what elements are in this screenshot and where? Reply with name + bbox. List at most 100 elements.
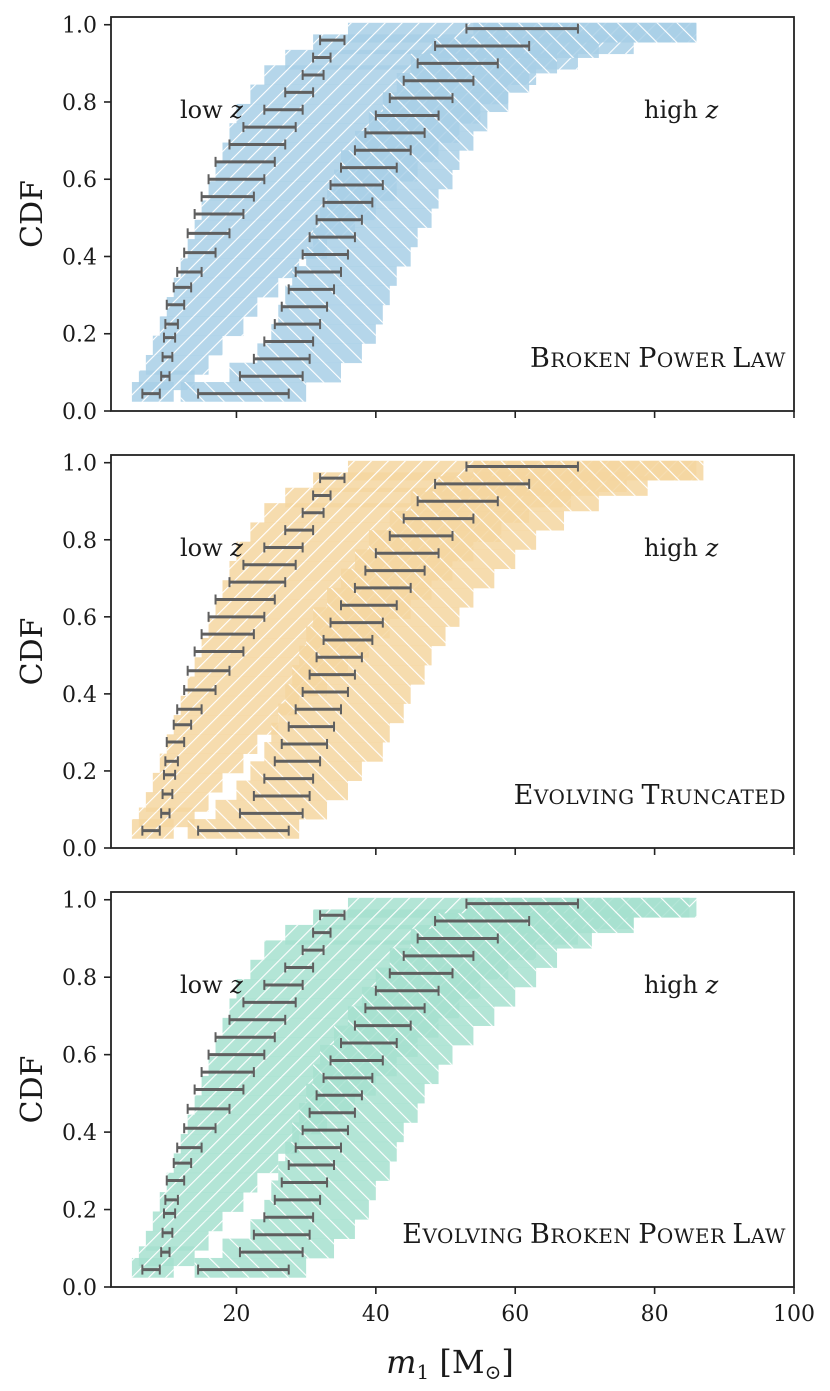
errorbar bbox=[374, 110, 440, 121]
band-hatch bbox=[278, 304, 383, 325]
errorbar bbox=[176, 704, 203, 715]
axes-frame bbox=[110, 454, 795, 849]
high-z-errorbars bbox=[197, 23, 579, 399]
errorbar bbox=[252, 353, 311, 364]
errorbar bbox=[319, 35, 346, 46]
band-hatch bbox=[410, 491, 599, 512]
errorbar bbox=[141, 388, 161, 399]
errorbar bbox=[242, 559, 297, 570]
x-tick-label: 100 bbox=[773, 1302, 815, 1327]
band-hatch bbox=[292, 266, 397, 286]
y-tick-label: 0.6 bbox=[62, 606, 97, 631]
errorbar bbox=[273, 756, 322, 767]
errorbar bbox=[308, 669, 356, 680]
errorbar bbox=[301, 1125, 349, 1136]
errorbar bbox=[301, 69, 325, 80]
errorbar bbox=[176, 1142, 203, 1153]
errorbar bbox=[312, 52, 332, 63]
errorbar bbox=[301, 507, 325, 518]
y-tick-label: 0.2 bbox=[62, 323, 97, 348]
high-z-label: high z bbox=[644, 534, 719, 562]
band-hatch bbox=[340, 568, 495, 589]
plot-area bbox=[131, 460, 704, 839]
y-tick-label: 0.4 bbox=[62, 683, 97, 708]
axes-frame bbox=[110, 891, 795, 1288]
y-tick-label: 0.4 bbox=[62, 1121, 97, 1146]
band-hatch bbox=[145, 1230, 209, 1251]
errorbar bbox=[183, 685, 217, 696]
low-z-label: low z bbox=[180, 971, 243, 999]
errorbar bbox=[402, 513, 475, 524]
band-hatch bbox=[271, 324, 376, 344]
low-z-errorbars bbox=[141, 910, 346, 1275]
errorbar bbox=[284, 525, 315, 536]
errorbar bbox=[294, 704, 342, 715]
errorbar bbox=[416, 496, 499, 507]
y-tick-label: 0.8 bbox=[62, 529, 97, 554]
errorbar bbox=[186, 228, 231, 239]
errorbar bbox=[207, 174, 266, 185]
errorbar bbox=[176, 266, 203, 277]
band-hatch bbox=[194, 1257, 307, 1278]
band-hatch bbox=[431, 913, 634, 934]
y-tick-label: 1.0 bbox=[62, 14, 97, 39]
errorbar bbox=[238, 1247, 304, 1258]
errorbar bbox=[308, 232, 356, 243]
band-hatch bbox=[306, 1083, 425, 1104]
errorbar bbox=[162, 1208, 177, 1219]
band-hatch bbox=[327, 188, 439, 209]
y-tick-label: 0.4 bbox=[62, 245, 97, 270]
panel-1: 0.0 0.2 0.4 0.6 0.8 1.0 CDF low z high z BROKEN P… bbox=[15, 14, 795, 425]
errorbar bbox=[374, 548, 440, 559]
errorbar bbox=[353, 582, 412, 593]
errorbar bbox=[388, 530, 454, 541]
errorbar bbox=[312, 490, 332, 501]
errorbar bbox=[402, 950, 475, 961]
y-tick-label: 0.0 bbox=[62, 1276, 97, 1301]
band-hatch bbox=[375, 967, 537, 988]
high-z-label: high z bbox=[644, 971, 719, 999]
band-hatch bbox=[229, 362, 341, 383]
errorbar bbox=[242, 997, 297, 1008]
band-hatch bbox=[138, 1246, 195, 1267]
band-hatch bbox=[173, 277, 279, 298]
plot-area bbox=[131, 22, 697, 402]
errorbar bbox=[339, 1038, 398, 1049]
band-hatch bbox=[327, 587, 474, 608]
low-z-label: low z bbox=[180, 534, 243, 562]
errorbar bbox=[301, 249, 349, 260]
errorbar bbox=[329, 617, 384, 628]
errorbar bbox=[161, 1227, 174, 1238]
band-hatch bbox=[215, 799, 328, 820]
y-tick-label: 0.8 bbox=[62, 91, 97, 116]
errorbar bbox=[165, 299, 186, 310]
errorbar bbox=[200, 629, 255, 640]
errorbar bbox=[164, 1194, 179, 1205]
errorbar bbox=[165, 737, 186, 748]
band-hatch bbox=[152, 1211, 223, 1232]
errorbar bbox=[197, 825, 290, 836]
y-tick-label: 0.2 bbox=[62, 1199, 97, 1224]
errorbar bbox=[238, 371, 304, 382]
errorbar bbox=[322, 1072, 374, 1083]
band-hatch bbox=[166, 297, 258, 317]
errorbar bbox=[193, 646, 245, 657]
errorbar bbox=[214, 1032, 276, 1043]
errorbar bbox=[374, 985, 440, 996]
errorbar bbox=[284, 962, 315, 973]
errorbar bbox=[172, 282, 193, 293]
y-tick-label: 0.0 bbox=[62, 837, 97, 862]
errorbar bbox=[339, 162, 398, 173]
low-z-errorbars bbox=[141, 35, 346, 399]
y-tick-label: 1.0 bbox=[62, 889, 97, 914]
errorbar bbox=[242, 122, 297, 133]
errorbar bbox=[315, 1090, 363, 1101]
errorbar bbox=[141, 825, 161, 836]
errorbar bbox=[263, 542, 304, 553]
y-tick-label: 0.6 bbox=[62, 168, 97, 193]
panel-2: 0.0 0.2 0.4 0.6 0.8 1.0 CDF low z high z EVOLVING… bbox=[15, 452, 795, 862]
band-hatch bbox=[145, 354, 209, 375]
errorbar bbox=[160, 1247, 171, 1258]
errorbar bbox=[160, 808, 171, 819]
errorbar bbox=[263, 773, 315, 784]
